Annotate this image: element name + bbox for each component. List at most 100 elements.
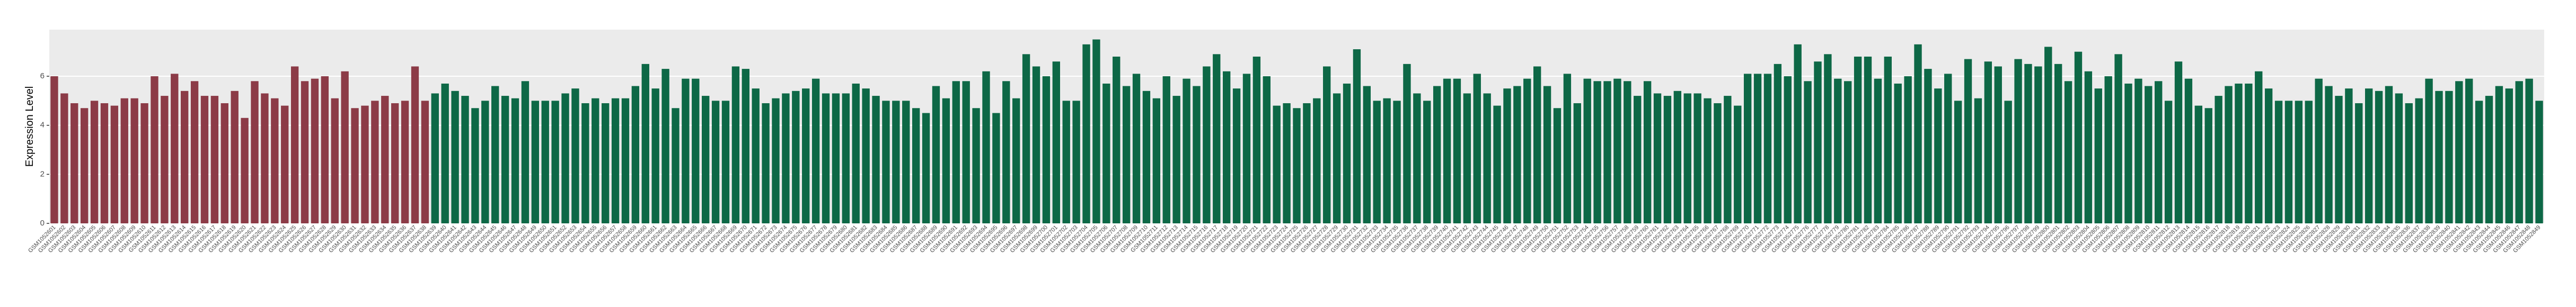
bar bbox=[90, 101, 99, 223]
bar bbox=[1222, 71, 1231, 223]
bar bbox=[711, 101, 720, 223]
bar bbox=[1533, 66, 1541, 224]
bar bbox=[1884, 56, 1892, 223]
bar bbox=[2525, 78, 2533, 223]
bar bbox=[2535, 101, 2543, 223]
bar bbox=[1704, 98, 1712, 223]
bar bbox=[1453, 78, 1461, 223]
bar bbox=[2194, 105, 2203, 223]
bar bbox=[1543, 86, 1551, 224]
bar bbox=[301, 81, 309, 223]
bar bbox=[1854, 56, 1862, 223]
bar bbox=[2215, 96, 2222, 223]
bar bbox=[1743, 74, 1752, 224]
bar bbox=[932, 86, 940, 224]
bar bbox=[2335, 96, 2343, 223]
bar bbox=[411, 66, 419, 224]
bar bbox=[1263, 76, 1271, 223]
bar bbox=[231, 91, 239, 223]
bar bbox=[50, 76, 58, 223]
bar bbox=[2465, 78, 2473, 223]
bar bbox=[1032, 66, 1040, 224]
bar bbox=[1613, 78, 1621, 223]
bar bbox=[2145, 86, 2152, 224]
bar bbox=[541, 101, 549, 223]
bar bbox=[621, 98, 630, 223]
bar bbox=[2355, 103, 2363, 223]
bar bbox=[992, 113, 1000, 223]
bar bbox=[2485, 96, 2493, 223]
bar bbox=[942, 98, 950, 223]
bar bbox=[381, 96, 389, 223]
bar bbox=[882, 101, 890, 223]
bar bbox=[1714, 103, 1722, 223]
bar bbox=[2014, 59, 2022, 223]
bar bbox=[1603, 81, 1611, 223]
bar bbox=[491, 86, 499, 224]
bar bbox=[1944, 74, 1952, 224]
bar bbox=[1193, 86, 1201, 224]
bar bbox=[2415, 98, 2423, 223]
bar bbox=[581, 103, 589, 223]
bar bbox=[151, 76, 158, 223]
y-tick-label: 2 bbox=[40, 169, 45, 178]
bar bbox=[902, 101, 910, 223]
bar bbox=[641, 64, 649, 224]
bar bbox=[1092, 39, 1100, 223]
bar bbox=[1653, 93, 1662, 223]
bar bbox=[2455, 81, 2463, 223]
bar bbox=[1784, 76, 1792, 223]
bar bbox=[1904, 76, 1912, 223]
bar bbox=[1423, 101, 1431, 223]
bar bbox=[682, 78, 690, 223]
bar bbox=[100, 103, 109, 223]
bar bbox=[1924, 69, 1932, 223]
bar bbox=[190, 81, 199, 223]
bar bbox=[1142, 91, 1151, 223]
bar bbox=[2225, 86, 2233, 224]
bar bbox=[290, 66, 299, 224]
bar bbox=[962, 81, 970, 223]
bar bbox=[1213, 54, 1221, 224]
bar bbox=[912, 108, 920, 223]
bar bbox=[1022, 54, 1030, 224]
bar bbox=[651, 88, 659, 223]
bar bbox=[1363, 86, 1371, 224]
bar bbox=[742, 69, 749, 223]
bar bbox=[1964, 59, 1972, 223]
bar bbox=[461, 96, 469, 223]
bar bbox=[271, 98, 279, 223]
bar bbox=[1122, 86, 1131, 224]
bar bbox=[1673, 91, 1682, 223]
bar bbox=[331, 98, 339, 223]
bar bbox=[2315, 78, 2323, 223]
bar bbox=[2385, 86, 2393, 224]
bar bbox=[2064, 81, 2072, 223]
bar bbox=[1663, 96, 1672, 223]
bar bbox=[601, 103, 610, 223]
bar bbox=[1203, 66, 1211, 224]
bar bbox=[1643, 81, 1652, 223]
bar bbox=[2435, 91, 2443, 223]
bar bbox=[1252, 56, 1261, 223]
bar bbox=[1463, 93, 1471, 223]
bar bbox=[391, 103, 399, 223]
bar bbox=[2034, 66, 2042, 224]
bar bbox=[120, 98, 128, 223]
y-tick-label: 0 bbox=[40, 219, 45, 228]
bar bbox=[1593, 81, 1601, 223]
bar bbox=[220, 103, 228, 223]
bar bbox=[1503, 88, 1511, 223]
bar bbox=[241, 118, 249, 223]
bar bbox=[1102, 83, 1110, 223]
bar bbox=[1162, 76, 1170, 223]
bar bbox=[431, 93, 439, 223]
bar bbox=[2114, 54, 2122, 224]
bar bbox=[1443, 78, 1451, 223]
bar bbox=[2445, 91, 2453, 223]
bar bbox=[341, 71, 349, 223]
bar bbox=[2084, 71, 2093, 223]
bar bbox=[2295, 101, 2303, 223]
